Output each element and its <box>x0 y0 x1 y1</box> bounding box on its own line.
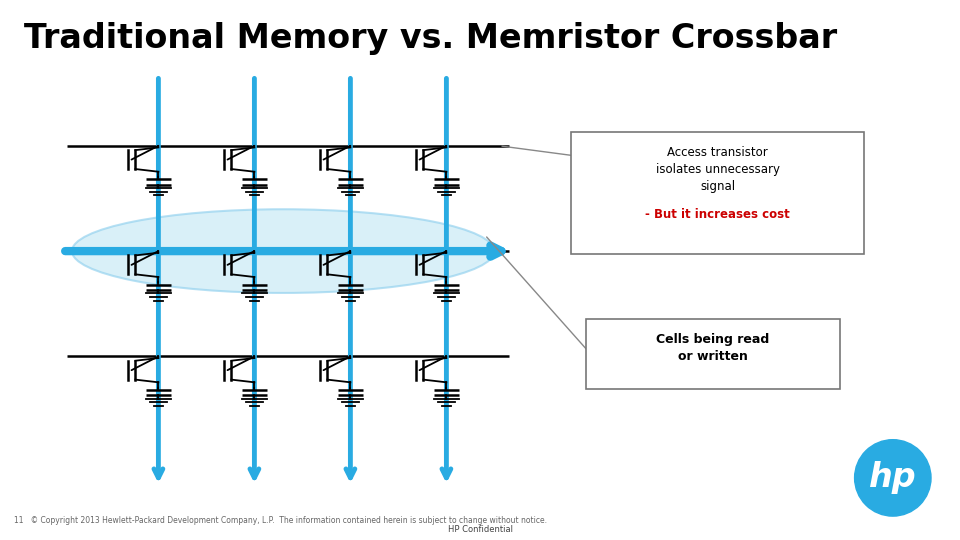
FancyBboxPatch shape <box>586 319 840 389</box>
Text: 11   © Copyright 2013 Hewlett-Packard Development Company, L.P.  The information: 11 © Copyright 2013 Hewlett-Packard Deve… <box>14 516 547 525</box>
Circle shape <box>854 440 931 516</box>
Text: Access transistor
isolates unnecessary
signal: Access transistor isolates unnecessary s… <box>656 146 780 193</box>
Text: hp: hp <box>869 461 917 495</box>
Text: Cells being read
or written: Cells being read or written <box>657 333 769 363</box>
FancyBboxPatch shape <box>571 132 864 254</box>
Text: HP Confidential: HP Confidential <box>447 524 513 534</box>
Text: Traditional Memory vs. Memristor Crossbar: Traditional Memory vs. Memristor Crossba… <box>24 22 837 55</box>
Text: - But it increases cost: - But it increases cost <box>645 208 790 221</box>
Ellipse shape <box>72 209 494 293</box>
